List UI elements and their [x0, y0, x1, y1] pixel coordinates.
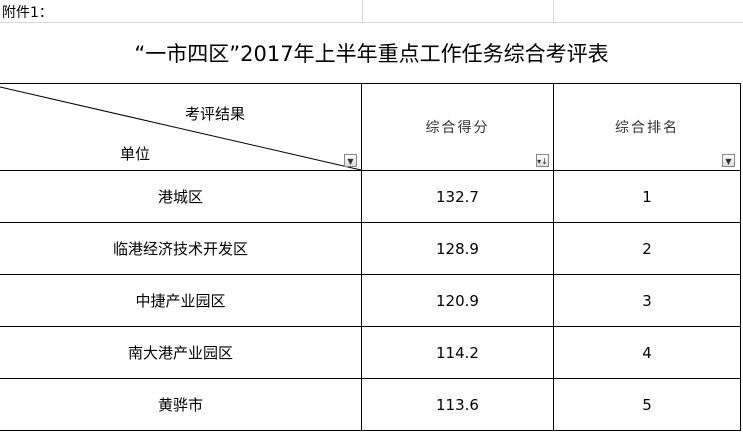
border — [0, 430, 741, 431]
score-cell[interactable]: 132.7 — [436, 187, 479, 206]
rank-cell[interactable]: 5 — [642, 395, 652, 414]
header-rank[interactable]: 综合排名 — [615, 120, 679, 136]
border — [0, 274, 741, 275]
score-cell[interactable]: 128.9 — [436, 239, 479, 258]
header-diag-bottom[interactable]: 单位 — [120, 145, 151, 163]
unit-cell[interactable]: 黄骅市 — [157, 396, 203, 414]
header-diag-top[interactable]: 考评结果 — [185, 105, 246, 123]
border — [740, 83, 741, 431]
unit-cell[interactable]: 中捷产业园区 — [135, 292, 226, 310]
unit-cell[interactable]: 南大港产业园区 — [127, 344, 233, 362]
border — [0, 326, 741, 327]
score-cell[interactable]: 120.9 — [436, 291, 479, 310]
border — [361, 83, 362, 431]
attachment-label[interactable]: 附件1： — [2, 5, 53, 21]
sort-filter-icon[interactable]: ▾↓ — [536, 154, 549, 167]
score-cell[interactable]: 114.2 — [436, 343, 479, 362]
gridline — [553, 0, 554, 22]
rank-cell[interactable]: 4 — [642, 343, 652, 362]
diagonal-line — [0, 86, 362, 171]
filter-dropdown-icon[interactable]: ▼ — [344, 154, 357, 167]
filter-dropdown-icon[interactable]: ▼ — [722, 154, 735, 167]
border — [0, 83, 741, 84]
rank-cell[interactable]: 2 — [642, 239, 652, 258]
score-cell[interactable]: 113.6 — [436, 395, 479, 414]
table-title[interactable]: “一市四区”2017年上半年重点工作任务综合考评表 — [134, 42, 609, 66]
header-score[interactable]: 综合得分 — [425, 120, 490, 136]
rank-cell[interactable]: 1 — [642, 187, 652, 206]
gridline — [362, 0, 363, 22]
gridline — [0, 22, 743, 23]
border — [0, 222, 741, 223]
unit-cell[interactable]: 临港经济技术开发区 — [112, 240, 248, 258]
border — [0, 170, 741, 171]
rank-cell[interactable]: 3 — [642, 291, 652, 310]
border — [0, 378, 741, 379]
border — [553, 83, 554, 431]
unit-cell[interactable]: 港城区 — [157, 188, 203, 206]
